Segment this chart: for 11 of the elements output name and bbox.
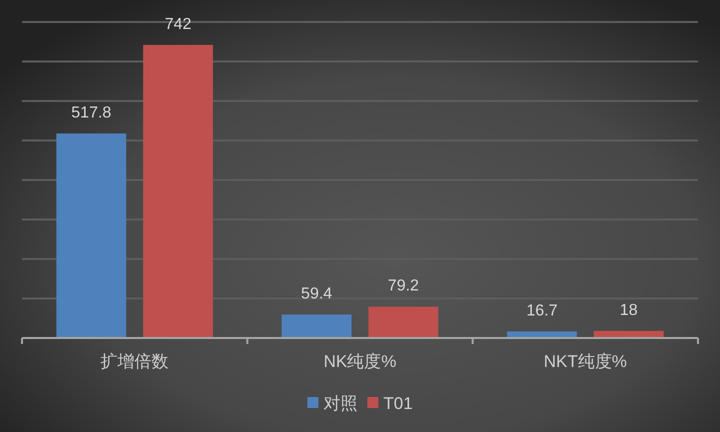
data-label: 742 xyxy=(164,16,192,33)
data-label: 79.2 xyxy=(388,278,420,295)
data-label: 517.8 xyxy=(71,104,112,122)
legend-label: 对照 xyxy=(323,394,358,413)
x-tick-label: 扩增倍数 xyxy=(100,352,169,371)
legend-label: T01 xyxy=(383,394,413,413)
x-tick-label: NKT纯度% xyxy=(544,352,627,371)
x-tick-label: NK纯度% xyxy=(324,352,396,371)
data-label: 59.4 xyxy=(301,286,332,303)
data-label: 18 xyxy=(620,302,638,319)
data-label: 16.7 xyxy=(526,302,558,320)
